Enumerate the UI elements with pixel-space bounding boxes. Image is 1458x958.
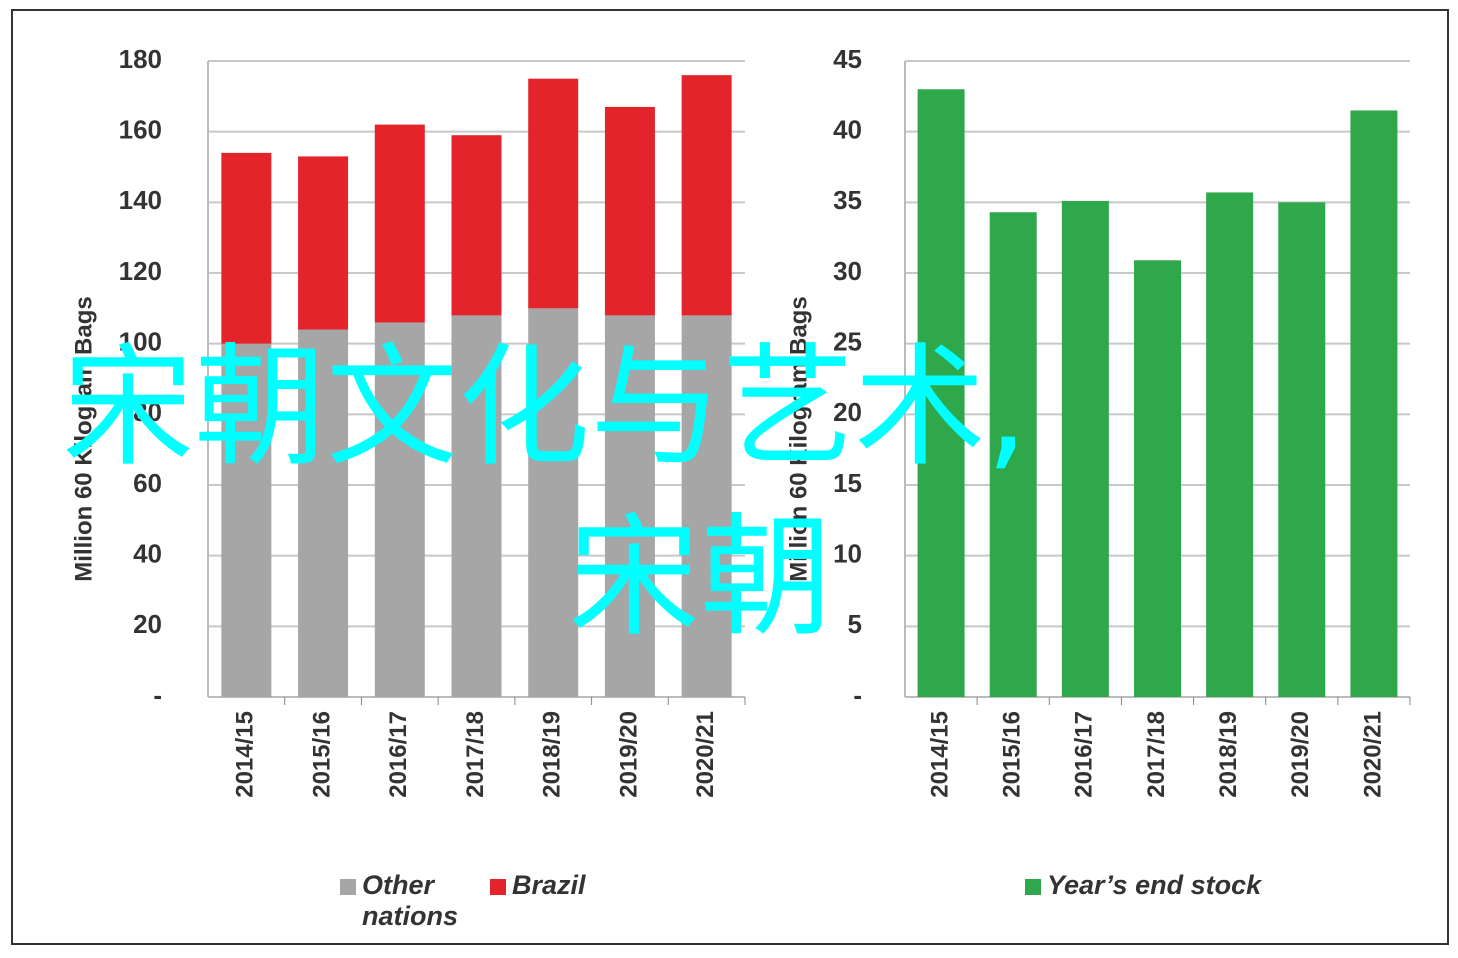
bar [1278,202,1326,698]
bar [989,212,1037,697]
bar [374,322,425,697]
legend-item: Brazil [490,870,630,901]
frame [11,9,1449,945]
overlay-text: 宋朝文化与艺术, [62,331,1028,485]
y-tick-label: 40 [133,539,162,569]
bar [374,124,425,323]
y-tick-label: - [153,680,162,710]
legend-swatch [490,879,506,895]
y-tick-label: 40 [833,115,862,145]
overlay-text: 宋朝 [568,501,832,655]
x-tick-label: 2020/21 [1359,711,1386,798]
y-tick-label: 140 [119,185,162,215]
x-tick-label: 2018/19 [539,711,566,798]
bar [298,329,349,697]
legend-item: Other nations [340,870,470,932]
legend-label: Brazil [512,870,586,900]
legend-item: Year’s end stock [1025,870,1345,901]
y-tick-label: 60 [133,468,162,498]
x-tick-label: 2017/18 [1143,711,1170,798]
y-tick-label: - [853,680,862,710]
y-tick-label: 80 [133,397,162,427]
bar [1350,110,1398,697]
y-tick-label: 100 [119,327,162,357]
y-tick-label: 20 [133,609,162,639]
x-tick-label: 2015/16 [999,711,1026,798]
x-tick-label: 2014/15 [926,711,953,798]
x-tick-label: 2014/15 [232,711,259,798]
bar [298,156,349,330]
legend-label: Year’s end stock [1047,870,1262,900]
x-tick-label: 2016/17 [385,711,412,798]
bar [528,308,579,697]
bar [1134,260,1181,697]
bar [221,343,272,697]
bar [681,75,732,316]
y-axis-label: Million 60 Kilogram Bags [785,296,812,581]
x-tick-label: 2019/20 [1287,711,1314,798]
legend-swatch [1025,879,1041,895]
x-tick-label: 2018/19 [1215,711,1242,798]
x-tick-label: 2019/20 [615,711,642,798]
bar [528,78,579,309]
legend-swatch [340,879,356,895]
x-tick-label: 2016/17 [1071,711,1098,798]
y-tick-label: 15 [833,468,862,498]
bar [451,315,502,697]
bar [1061,200,1109,698]
bar [1206,192,1254,697]
y-tick-label: 25 [833,327,862,357]
legend-label: Other nations [362,870,459,931]
y-tick-label: 5 [848,609,862,639]
bar [681,315,732,697]
y-tick-label: 180 [119,44,162,74]
bar [917,89,965,698]
y-tick-label: 160 [119,115,162,145]
bar [221,152,272,344]
y-axis-label: Million 60 Kilogram Bags [70,296,97,581]
y-tick-label: 20 [833,397,862,427]
y-tick-label: 45 [833,44,862,74]
y-tick-label: 35 [833,185,862,215]
y-tick-label: 120 [119,256,162,286]
bar [604,315,655,697]
y-tick-label: 30 [833,256,862,286]
bar [604,106,655,316]
bar [451,135,502,316]
y-tick-label: 10 [833,539,862,569]
x-tick-label: 2015/16 [308,711,335,798]
x-tick-label: 2020/21 [692,711,719,798]
x-tick-label: 2017/18 [462,711,489,798]
